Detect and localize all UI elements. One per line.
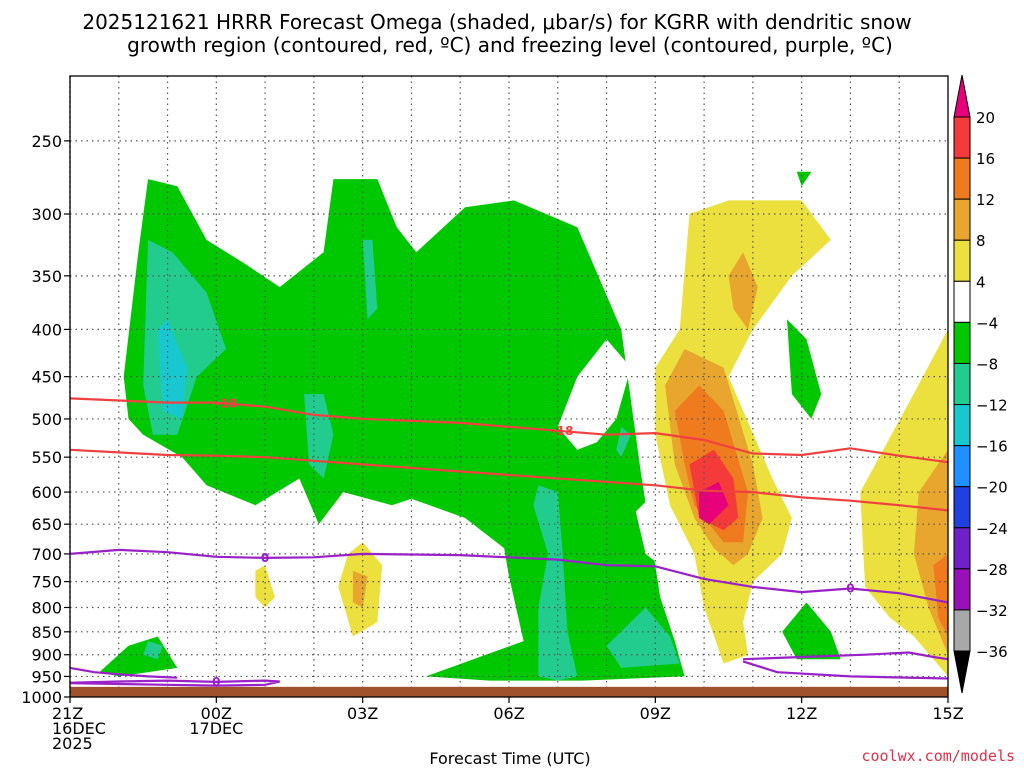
omega-region-11 <box>635 492 675 566</box>
contour-label-2-1: 0 <box>846 581 854 595</box>
colorbar-box-9 <box>953 486 971 529</box>
colorbar-label-12: −32 <box>976 602 1008 620</box>
omega-region-4 <box>157 319 188 419</box>
grid-lines <box>70 76 948 697</box>
y-tick-label-300: 300 <box>31 205 62 224</box>
x-tick-label-1-0: 00Z <box>201 704 232 723</box>
y-tick-label-550: 550 <box>31 448 62 467</box>
colorbar-label-3: 8 <box>976 232 986 250</box>
colorbar-box-4 <box>953 280 971 323</box>
colorbar-label-5: −4 <box>976 314 998 332</box>
contour-label-0-1: -18 <box>552 424 574 438</box>
colorbar-box-11 <box>953 568 971 611</box>
contour-dgz-1 <box>69 448 949 512</box>
y-tick-label-500: 500 <box>31 410 62 429</box>
colorbar-box-12 <box>953 609 971 652</box>
y-tick-label-800: 800 <box>31 598 62 617</box>
y-axis-ticks: 250 300 350 400 450 500 550 600 650 700 750 800 850 9… <box>21 132 70 707</box>
omega-region-14 <box>796 171 812 187</box>
contour-label-0-0: -18 <box>215 396 237 410</box>
ground-rect <box>70 686 948 697</box>
omega-region-19 <box>699 481 729 525</box>
colorbar-label-9: −20 <box>976 479 1008 497</box>
colorbar-box-5 <box>953 321 971 364</box>
colorbar-box-3 <box>953 239 971 282</box>
colorbar: 20 16 12 8 4 −4 −8 −12 −16 −20 −24 −28 −32 −36 <box>953 74 1008 694</box>
contour-lines: -18 -18 0 0 0 <box>69 396 949 689</box>
colorbar-box-8 <box>953 445 971 488</box>
y-tick-label-1000: 1000 <box>21 688 62 707</box>
y-tick-label-600: 600 <box>31 483 62 502</box>
colorbar-label-0: 20 <box>976 109 995 127</box>
colorbar-box-2 <box>953 198 971 241</box>
y-tick-label-700: 700 <box>31 545 62 564</box>
contour-label-2-0: 0 <box>261 551 269 565</box>
y-tick-label-850: 850 <box>31 623 62 642</box>
x-tick-label-0-2: 2025 <box>52 734 93 753</box>
colorbar-label-2: 12 <box>976 191 995 209</box>
y-tick-label-950: 950 <box>31 667 62 686</box>
plot-area <box>70 76 948 697</box>
colorbar-label-4: 4 <box>976 273 986 291</box>
x-tick-label-0-0: 21Z <box>52 704 83 723</box>
omega-region-26 <box>933 553 948 637</box>
y-tick-label-650: 650 <box>31 515 62 534</box>
x-tick-label-6-0: 15Z <box>932 704 963 723</box>
contour-dgz-0 <box>69 397 949 464</box>
colorbar-bottom-arrow <box>953 650 971 694</box>
x-tick-label-1-1: 17DEC <box>189 719 243 738</box>
omega-region-8 <box>606 607 680 668</box>
omega-region-15 <box>655 200 831 664</box>
colorbar-label-11: −28 <box>976 561 1008 579</box>
x-tick-label-0-1: 16DEC <box>52 719 106 738</box>
x-tick-label-5-0: 12Z <box>786 704 817 723</box>
colorbar-box-0 <box>953 116 971 159</box>
colorbar-label-10: −24 <box>976 520 1008 538</box>
ground-band <box>70 686 948 697</box>
omega-region-2 <box>123 179 685 681</box>
y-tick-label-400: 400 <box>31 320 62 339</box>
x-tick-label-4-0: 09Z <box>640 704 671 723</box>
contour-freezing-5 <box>743 651 949 661</box>
x-tick-label-3-0: 06Z <box>493 704 524 723</box>
omega-region-20 <box>728 252 758 330</box>
omega-region-10 <box>557 339 631 450</box>
omega-region-23 <box>255 565 275 608</box>
contour-freezing-3 <box>69 679 280 687</box>
colorbar-label-6: −8 <box>976 355 998 373</box>
chart-title-line-2: growth region (contoured, red, ºC) and f… <box>127 33 893 57</box>
omega-region-13 <box>782 602 841 660</box>
x-tick-label-2-0: 03Z <box>347 704 378 723</box>
colorbar-label-13: −36 <box>976 643 1008 661</box>
omega-region-12 <box>787 319 822 419</box>
y-tick-label-900: 900 <box>31 646 62 665</box>
colorbar-box-7 <box>953 404 971 447</box>
colorbar-label-7: −12 <box>976 397 1008 415</box>
contour-freezing-4 <box>69 666 178 679</box>
colorbar-box-1 <box>953 157 971 200</box>
colorbar-label-8: −16 <box>976 438 1008 456</box>
y-tick-label-250: 250 <box>31 132 62 151</box>
contour-freezing-6 <box>742 660 949 680</box>
colorbar-box-6 <box>953 362 971 406</box>
contour-label-3-0: 0 <box>212 675 220 689</box>
colorbar-label-1: 16 <box>976 150 995 168</box>
credit-text: coolwx.com/models <box>861 747 1015 765</box>
x-axis-label: Forecast Time (UTC) <box>429 749 590 768</box>
y-tick-label-750: 750 <box>31 573 62 592</box>
colorbar-box-10 <box>953 527 971 570</box>
y-tick-label-350: 350 <box>31 267 62 286</box>
y-tick-label-450: 450 <box>31 368 62 387</box>
chart-title-line-1: 2025121621 HRRR Forecast Omega (shaded, … <box>82 10 911 34</box>
contour-freezing-2 <box>69 548 949 604</box>
omega-region-22 <box>352 570 368 608</box>
omega-region-6 <box>362 239 378 320</box>
